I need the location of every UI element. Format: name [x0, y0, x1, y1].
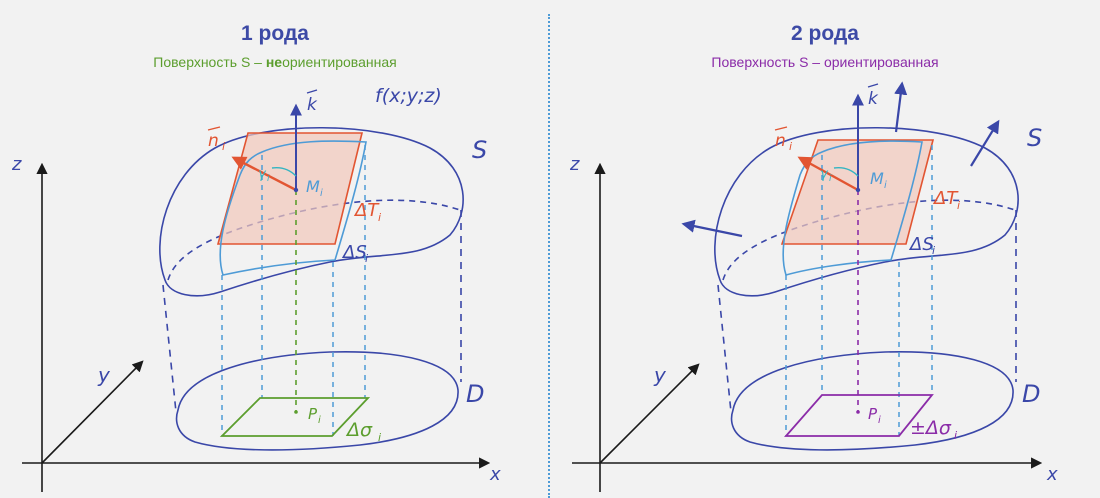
P-label: P	[868, 405, 878, 423]
svg-text:i: i	[365, 252, 368, 265]
patch-S	[782, 140, 923, 276]
svg-text:i: i	[267, 174, 270, 184]
k-label: k	[868, 89, 879, 109]
z-label: z	[569, 154, 580, 175]
dS-label: ΔS	[341, 242, 367, 263]
n-vector	[231, 156, 297, 192]
svg-text:i: i	[378, 211, 381, 224]
k-label: k	[307, 95, 318, 115]
svg-text:i: i	[378, 431, 381, 444]
f-label: f(x;y;z)	[375, 85, 442, 107]
normal-arrow-top	[894, 81, 908, 133]
tangent-plane-T	[216, 132, 364, 245]
panel-first-kind: 1 рода Поверхность S – неориентированная…	[11, 22, 501, 492]
panel-divider	[548, 14, 550, 498]
svg-text:i: i	[954, 429, 957, 442]
P-label: P	[308, 405, 318, 423]
svg-text:i: i	[932, 244, 935, 257]
y-axis	[41, 360, 144, 464]
normal-arrow-right	[970, 119, 1000, 167]
axes	[572, 162, 1043, 492]
y-label: y	[97, 363, 111, 387]
panel-second-kind: 2 рода Поверхность S – ориентированная z…	[550, 0, 1100, 498]
axes	[22, 162, 491, 492]
gamma-arc	[271, 166, 297, 177]
n-sub: i	[222, 140, 225, 153]
x-label: x	[1046, 464, 1058, 485]
region-D	[730, 350, 1014, 451]
panel-title: 2 рода	[791, 22, 859, 45]
svg-text:i: i	[878, 415, 881, 426]
svg-text:i: i	[320, 188, 323, 199]
y-label: y	[653, 363, 667, 387]
svg-text:i: i	[829, 174, 832, 184]
D-label: D	[1022, 380, 1040, 408]
dS-label: ΔS	[908, 234, 934, 255]
patch-S	[219, 140, 367, 276]
x-label: x	[489, 464, 501, 485]
panel-subtitle: Поверхность S – ориентированная	[711, 54, 939, 70]
T-label: ΔT	[932, 188, 959, 209]
panel-subtitle: Поверхность S – неориентированная	[153, 54, 397, 70]
M-label: M	[870, 169, 884, 188]
T-label: ΔT	[353, 200, 380, 221]
svg-text:i: i	[957, 199, 960, 212]
n-vector	[797, 156, 859, 192]
n-label: n	[775, 131, 786, 151]
normal-arrow-left	[681, 219, 743, 238]
projection-sigma	[784, 394, 934, 437]
region-D	[175, 350, 459, 451]
gamma-label: γ	[820, 167, 829, 182]
svg-text:i: i	[884, 180, 887, 191]
panel-title: 1 рода	[241, 22, 309, 45]
z-label: z	[11, 154, 22, 175]
svg-text:i: i	[318, 415, 321, 426]
projection-sigma	[219, 397, 371, 437]
n-label: n	[208, 131, 219, 151]
sigma-label: Δσ	[345, 419, 373, 441]
S-label: S	[472, 136, 487, 164]
surface-integral-diagram-1: z x y k	[11, 85, 501, 492]
M-label: M	[306, 177, 320, 196]
gamma-label: γ	[258, 167, 267, 182]
svg-text:i: i	[789, 140, 792, 153]
D-label: D	[466, 380, 484, 408]
surface-integral-diagram-2: z x y k n i S	[569, 81, 1058, 492]
S-label: S	[1027, 124, 1042, 152]
sigma-label: ±Δσ	[910, 417, 952, 439]
